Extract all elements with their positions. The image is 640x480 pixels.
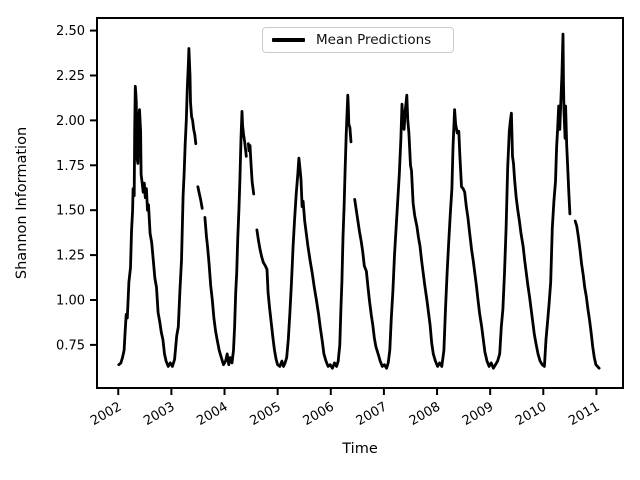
x-tick-label: 2009 (460, 399, 496, 429)
data-line-segment (573, 219, 601, 370)
x-tick-label: 2008 (407, 399, 443, 429)
data-line-segment (117, 47, 198, 368)
y-axis-label: Shannon Information (14, 126, 30, 280)
data-line-segment (255, 93, 353, 370)
y-tick-label: 2.00 (56, 114, 85, 129)
data-line-segment (353, 32, 572, 370)
legend-entry-label: Mean Predictions (316, 32, 432, 48)
y-tick-label: 1.00 (56, 293, 85, 308)
data-line-segment (203, 110, 248, 367)
x-tick-label: 2004 (194, 399, 230, 429)
data-line-segment (196, 185, 204, 210)
y-tick-label: 1.50 (56, 204, 85, 219)
y-tick-label: 1.25 (56, 249, 85, 264)
x-tick-label: 2003 (141, 399, 177, 429)
x-tick-label: 2002 (88, 399, 124, 429)
x-tick-label: 2005 (247, 399, 283, 429)
x-tick-label: 2011 (566, 399, 602, 429)
plot-border (96, 17, 624, 389)
legend-line-sample (272, 38, 305, 42)
x-axis-label: Time (342, 441, 378, 457)
x-tick-label: 2006 (301, 399, 337, 429)
y-tick-label: 2.25 (56, 69, 85, 84)
data-line-segment (246, 142, 256, 196)
x-tick-label: 2010 (513, 399, 549, 429)
y-tick-label: 0.75 (56, 338, 85, 353)
x-tick-label: 2007 (354, 399, 390, 429)
y-tick-label: 2.50 (56, 24, 85, 39)
legend: Mean Predictions (262, 27, 454, 53)
y-tick-label: 1.75 (56, 159, 85, 174)
